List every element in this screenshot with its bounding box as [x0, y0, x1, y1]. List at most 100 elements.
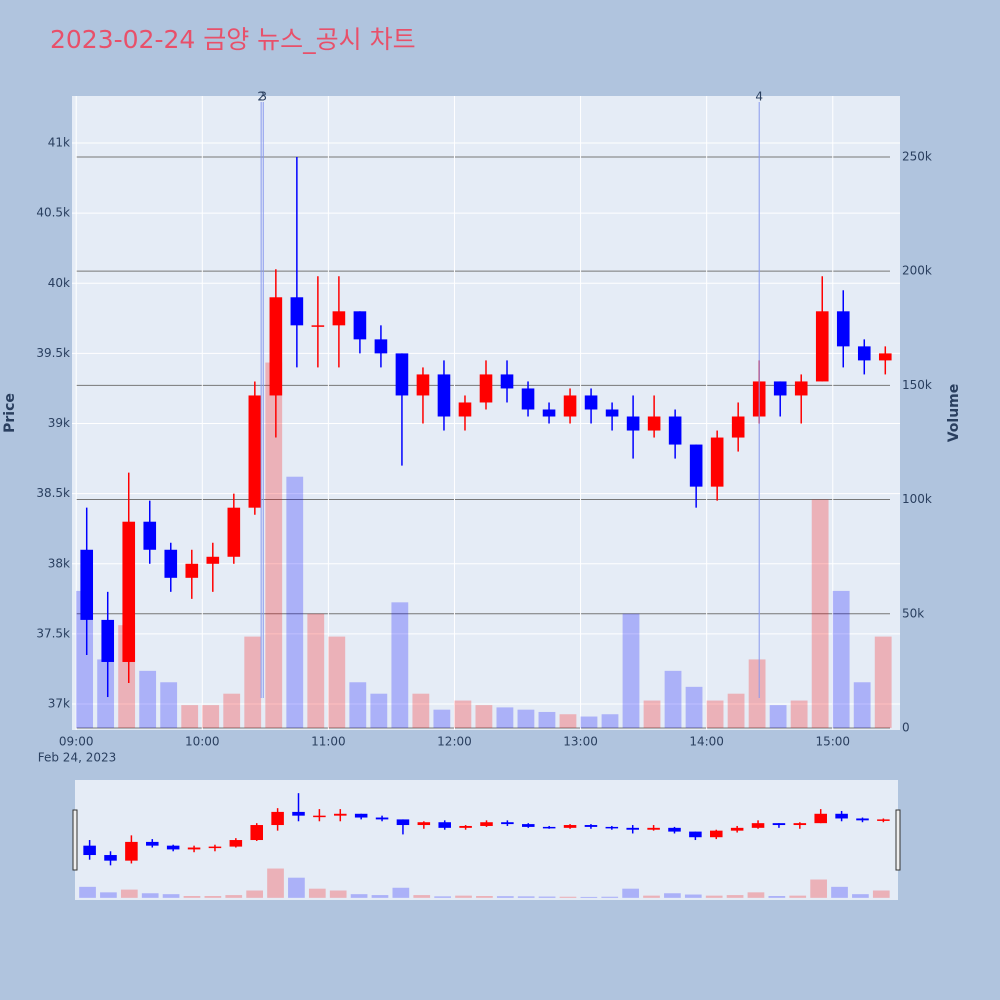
candle-body: [773, 381, 787, 396]
slider-candle-body: [710, 830, 723, 838]
slider-candle-body: [187, 847, 201, 850]
volume-bar: [538, 711, 556, 728]
volume-bar: [664, 670, 682, 728]
slider-volume-bar: [288, 877, 305, 898]
y2-tick-label: 200k: [902, 264, 932, 278]
volume-bar: [769, 705, 787, 728]
volume-bar: [601, 714, 619, 728]
slider-candle-body: [793, 823, 807, 826]
candle-body: [731, 416, 745, 438]
volume-bar: [811, 499, 829, 728]
slider-volume-bar: [852, 894, 869, 898]
volume-bar: [139, 670, 157, 728]
candle-body: [290, 297, 304, 326]
slider-candle-body: [522, 824, 535, 827]
candle-body: [479, 374, 493, 403]
candle-body: [815, 311, 829, 382]
y2-tick-label: 100k: [902, 492, 932, 506]
plot-background: [72, 96, 900, 730]
candle-body: [374, 339, 388, 354]
slider-candle-body: [166, 845, 180, 850]
slider-volume-bar: [705, 895, 723, 898]
volume-bar: [685, 686, 703, 728]
slider-candle-body: [668, 827, 681, 832]
y-tick-label: 40k: [48, 276, 70, 290]
candle-body: [227, 507, 241, 557]
slider-volume-bar: [267, 868, 284, 898]
volume-bar: [874, 636, 892, 728]
volume-bar: [307, 613, 325, 728]
slider-volume-bar: [225, 895, 243, 898]
candle-body: [458, 402, 472, 417]
x-tick-label: 14:00: [689, 735, 724, 749]
candle-body: [647, 416, 661, 431]
slider-volume-bar: [664, 893, 681, 898]
y-tick-label: 38k: [48, 556, 70, 570]
slider-volume-bar: [204, 896, 222, 898]
slider-volume-bar: [141, 893, 159, 898]
slider-candle-body: [605, 826, 619, 829]
volume-bar: [475, 705, 493, 728]
slider-volume-bar: [476, 896, 493, 898]
slider-volume-bar: [392, 887, 410, 898]
candle-body: [584, 395, 598, 410]
volume-bar: [349, 682, 367, 728]
candle-body: [542, 409, 556, 417]
volume-bar: [97, 659, 115, 728]
candle-body: [605, 409, 619, 417]
volume-bar: [370, 693, 388, 728]
slider-candle-body: [542, 826, 556, 829]
chart-title: 2023-02-24 금양 뉴스_공시 차트: [50, 25, 416, 54]
slider-handle[interactable]: [72, 809, 78, 871]
y-tick-label: 39.5k: [36, 346, 70, 360]
candle-body: [878, 353, 892, 361]
slider-candle-body: [354, 813, 368, 818]
y-tick-label: 39k: [48, 416, 70, 430]
slider-volume-bar: [120, 889, 138, 898]
candle-body: [521, 388, 535, 410]
x-tick-label: 09:00: [59, 735, 94, 749]
y-tick-label: 40.5k: [36, 206, 70, 220]
volume-bar: [580, 716, 598, 728]
candle-body: [80, 549, 94, 620]
y-tick-label: 38.5k: [36, 486, 70, 500]
slider-candle-body: [480, 822, 493, 826]
slider-candle-body: [146, 841, 159, 846]
slider-volume-bar: [789, 895, 807, 898]
volume-bar: [412, 693, 430, 728]
y2-tick-label: 150k: [902, 378, 932, 392]
slider-handle[interactable]: [895, 809, 901, 871]
volume-bar: [433, 709, 451, 728]
slider-candle-body: [417, 822, 431, 826]
slider-volume-bar: [622, 888, 639, 898]
slider-candle-body: [125, 841, 138, 861]
news-label: 2: [257, 90, 265, 104]
candle-body: [563, 395, 577, 417]
slider-candle-body: [751, 823, 765, 828]
volume-bar: [643, 700, 661, 728]
range-slider[interactable]: [75, 780, 898, 900]
slider-volume-bar: [371, 895, 389, 898]
y-tick-label: 41k: [48, 135, 70, 149]
volume-bar: [622, 613, 640, 728]
candle-body: [857, 346, 871, 361]
y2-tick-label: 50k: [902, 606, 924, 620]
slider-candle-body: [772, 823, 786, 826]
volume-bar: [181, 705, 199, 728]
slider-volume-bar: [246, 890, 263, 898]
slider-candle-body: [83, 845, 96, 856]
x-tick-label: 12:00: [437, 735, 472, 749]
volume-bar: [559, 714, 577, 728]
x-date-label: Feb 24, 2023: [38, 751, 117, 765]
slider-candle-body: [689, 831, 702, 838]
slider-candle-body: [730, 827, 744, 831]
slider-volume-bar: [601, 896, 619, 898]
volume-bar: [832, 590, 850, 728]
slider-candle-body: [250, 825, 263, 841]
x-tick-label: 13:00: [563, 735, 598, 749]
volume-bar: [223, 693, 241, 728]
volume-bar: [853, 682, 871, 728]
y-tick-label: 37k: [48, 697, 70, 711]
slider-volume-bar: [517, 896, 535, 898]
volume-bar: [496, 707, 514, 728]
